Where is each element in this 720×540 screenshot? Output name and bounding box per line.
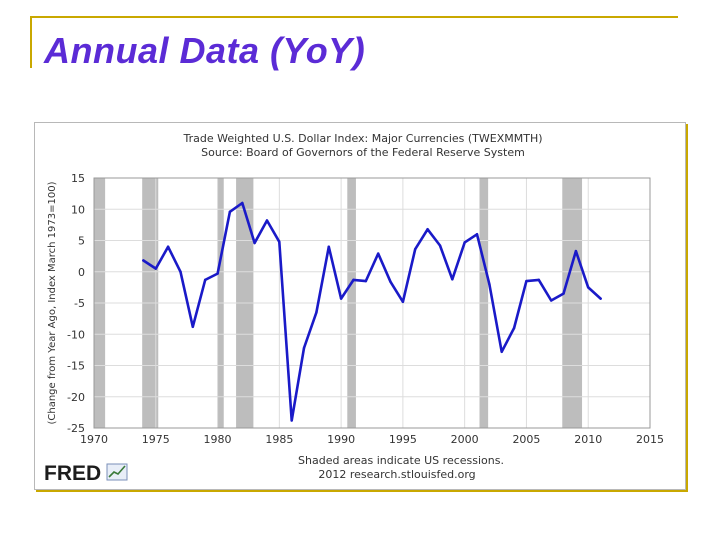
data-point [278,240,281,243]
fred-logo-text: FRED [44,462,101,485]
data-point [327,245,330,248]
data-point [537,278,540,282]
x-tick-label: 1975 [142,433,170,446]
data-point [204,278,207,282]
fred-logo: FRED [44,462,128,485]
data-point [352,278,355,282]
y-axis-label: (Change from Year Ago, Index March 1973=… [47,181,58,424]
chart-subtitle: Source: Board of Governors of the Federa… [201,146,525,159]
plot-border [93,177,651,429]
x-tick-label: 2005 [512,433,540,446]
x-tick-label: 2000 [451,433,479,446]
data-point [463,241,466,244]
data-point [500,350,503,353]
data-point [191,325,195,328]
data-point [315,311,318,314]
fred-logo-chart-icon [106,463,128,481]
data-point [339,297,343,300]
data-point [475,233,479,236]
y-tick-label: -10 [67,328,85,341]
data-point [364,279,368,283]
chart-title: Trade Weighted U.S. Dollar Index: Major … [182,132,542,145]
y-tick-label: -5 [74,297,85,310]
x-tick-label: 1985 [265,433,293,446]
data-point [290,419,293,422]
y-tick-label: -15 [67,360,85,373]
data-point [401,300,405,303]
frame-left-rule [30,16,32,68]
data-point [587,286,590,289]
x-tick-labels: 1970 1975 1980 1985 1990 1995 2000 2005 2010 2015 [80,433,664,446]
x-tick-label: 1980 [204,433,232,446]
y-tick-label: 5 [78,235,85,248]
fred-chart: Trade Weighted U.S. Dollar Index: Major … [44,132,664,485]
data-point [179,270,182,273]
series-line [142,201,602,422]
y-tick-label: 10 [71,203,85,216]
data-point [166,245,170,248]
frame-top-rule [30,16,678,18]
data-point [414,248,417,251]
y-tick-labels: 15 10 5 0 -5 -10 -15 -20 -25 [67,172,85,435]
y-tick-label: -20 [67,391,85,404]
y-tick-label: 0 [78,266,85,279]
y-tick-label: -25 [67,422,85,435]
data-point [302,346,306,350]
data-point [154,267,157,270]
data-point [562,292,565,295]
data-point [253,241,256,245]
data-point [451,278,454,281]
data-point [438,244,442,247]
data-point [389,280,392,283]
data-point [599,297,602,300]
chart-card: Trade Weighted U.S. Dollar Index: Major … [34,122,686,490]
slide-title: Annual Data (YoY) [44,30,366,71]
data-point [241,201,244,205]
data-point [512,326,516,330]
x-tick-label: 2010 [574,433,602,446]
footer-source: 2012 research.stlouisfed.org [318,468,475,481]
data-point [216,272,219,275]
data-point [574,249,578,253]
x-tick-label: 1995 [389,433,417,446]
data-point [265,219,269,222]
x-tick-label: 2015 [636,433,664,446]
x-tick-label: 1970 [80,433,108,446]
data-point [549,299,553,302]
data-point [488,283,491,286]
data-point [525,279,528,283]
data-points [142,201,602,422]
footer-recession-note: Shaded areas indicate US recessions. [298,454,504,467]
x-tick-label: 1990 [327,433,355,446]
data-point [426,228,429,231]
data-point [142,259,145,262]
y-tick-label: 15 [71,172,85,185]
data-point [228,210,232,213]
data-point [376,252,380,255]
